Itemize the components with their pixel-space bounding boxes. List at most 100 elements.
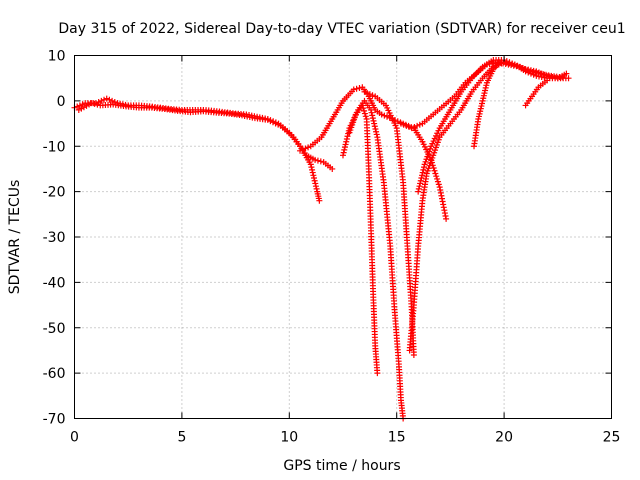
series-prn-track-4 [340, 97, 407, 422]
data-point [310, 172, 317, 179]
data-point [109, 97, 116, 104]
data-point [364, 89, 371, 96]
data-point [373, 128, 380, 135]
data-point [435, 181, 442, 188]
data-point [419, 169, 426, 176]
ticks: 0 5 10 15 20 25 10 0 -10 -20 -30 -40 -50 -60 -70 [43, 49, 621, 446]
data-point [370, 117, 377, 124]
series-prn-track-5 [346, 102, 381, 377]
series-prn-track-7 [406, 59, 572, 354]
data-point [76, 102, 83, 109]
data-point [309, 166, 316, 173]
data-point [343, 135, 350, 142]
data-point [525, 69, 532, 76]
data-point [307, 161, 314, 168]
data-point [415, 185, 422, 192]
data-point [356, 85, 363, 92]
data-point [309, 169, 316, 176]
data-point [311, 175, 318, 182]
data-point [350, 86, 357, 93]
data-point [95, 99, 102, 106]
data-point [443, 215, 450, 222]
data-point [360, 105, 367, 112]
data-point [340, 152, 346, 159]
data-point [369, 115, 376, 122]
y-axis-label: SDTVAR / TECUs [7, 180, 23, 295]
data-point [509, 60, 516, 67]
data-point [312, 183, 319, 190]
data-point [417, 177, 424, 184]
data-point [431, 167, 438, 174]
data-point [297, 147, 304, 154]
data-point [366, 91, 373, 98]
data-point [369, 92, 376, 99]
data-point [374, 370, 381, 377]
data-point [299, 146, 306, 153]
data-point [503, 58, 510, 65]
data-point [362, 113, 369, 120]
y-tick-label: -40 [43, 275, 66, 291]
data-point [522, 68, 529, 75]
data-point [367, 106, 374, 113]
data-point [369, 112, 376, 119]
series-prn-track-10 [471, 59, 503, 150]
data-point [344, 133, 351, 140]
data-point [420, 166, 427, 173]
data-point [74, 103, 81, 110]
data-point [361, 110, 368, 117]
data-point [411, 123, 418, 130]
data-point [313, 185, 320, 192]
series-prn-track-11 [522, 77, 551, 109]
data-point [106, 96, 113, 103]
data-point [400, 121, 407, 128]
data-point [340, 149, 347, 156]
chart-title: Day 315 of 2022, Sidereal Day-to-day VTE… [58, 21, 625, 37]
y-tick-label: -60 [43, 366, 66, 382]
y-tick-label: -30 [43, 230, 66, 246]
x-axis-label: GPS time / hours [283, 458, 400, 474]
data-layer [71, 57, 572, 422]
data-point [416, 121, 423, 128]
data-point [302, 145, 309, 152]
data-point [353, 85, 360, 92]
data-point [314, 157, 321, 164]
data-point [378, 111, 385, 118]
y-tick-label: -20 [43, 185, 66, 201]
data-point [345, 130, 352, 137]
data-point [410, 351, 417, 358]
data-point [415, 188, 422, 195]
series-prn-track-2 [75, 100, 336, 172]
data-point [312, 180, 319, 187]
data-point [434, 175, 441, 182]
data-point [359, 102, 366, 109]
data-point [417, 180, 424, 187]
data-point [506, 59, 513, 66]
data-point [342, 141, 349, 148]
data-point [94, 101, 101, 108]
y-tick-label: -10 [43, 139, 66, 155]
x-tick-label: 5 [177, 430, 186, 446]
data-point [316, 197, 323, 204]
data-point [384, 113, 391, 120]
x-tick-label: 20 [495, 430, 513, 446]
data-point [416, 183, 423, 190]
data-point [544, 77, 551, 84]
data-point [563, 70, 570, 77]
data-point [414, 122, 421, 129]
data-point [371, 123, 378, 130]
data-point [420, 164, 427, 171]
data-point [381, 112, 388, 119]
data-point [527, 70, 534, 77]
data-point [343, 138, 350, 145]
data-point [403, 122, 410, 129]
data-point [341, 144, 348, 151]
data-point [101, 96, 108, 103]
data-point [103, 95, 110, 102]
y-tick-label: -50 [43, 321, 66, 337]
data-point [373, 131, 380, 138]
data-point [308, 164, 315, 171]
data-point [565, 75, 572, 82]
data-point [419, 172, 426, 179]
y-tick-label: 10 [48, 49, 66, 65]
